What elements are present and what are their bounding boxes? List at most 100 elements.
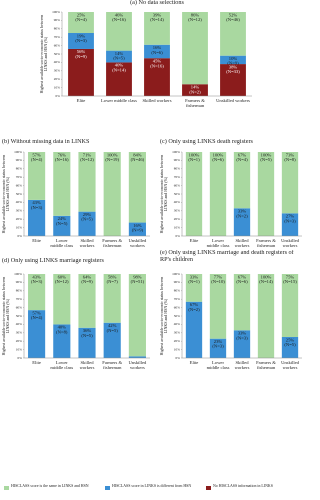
bar-segment [233,208,251,236]
legend-label: HISCLASS score in LINKS is different fro… [112,484,192,488]
legend-swatch [206,486,211,490]
bar-segment [78,274,96,328]
y-tick-label: 0% [17,356,22,360]
bar-segment [257,274,275,358]
x-tick-label: Farmers & fisherman [102,361,123,370]
y-axis-label: Highest available socio-economic status … [2,276,11,356]
y-tick-label: 50% [174,314,180,318]
y-tick-label: 70% [54,35,60,39]
y-tick-label: 30% [174,209,180,213]
y-tick-label: 50% [174,192,180,196]
value-label: 73% [286,152,295,157]
y-tick-label: 30% [174,331,180,335]
count-label: (N=1) [188,157,200,162]
legend-swatch [105,486,110,490]
x-tick-label: Farmers & fisherman [185,99,205,108]
y-tick-label: 60% [54,43,60,47]
x-tick-label: Lower middle class [206,361,230,370]
y-tick-label: 10% [174,347,180,351]
count-label: (N=3) [284,218,296,223]
value-label: 57% [32,310,41,315]
x-tick-label: Lower middle class [50,239,74,248]
count-label: (N=12) [188,17,202,22]
bar-segment [28,310,46,358]
x-tick-label-box: Farmers & fisherman [102,361,123,370]
y-tick-label: 80% [54,27,60,31]
count-label: (N=6) [212,157,224,162]
y-tick-label: 100% [172,272,180,276]
value-label: 100% [261,274,272,279]
count-label: (N=33) [226,69,240,74]
bar-segment [209,152,227,236]
y-tick-label: 60% [16,183,22,187]
bar-segment [28,152,46,200]
y-tick-label: 10% [54,85,60,89]
x-tick-label-box: Elite [189,361,199,365]
count-label: (N=2) [236,213,248,218]
bar-segment [106,50,132,63]
x-tick-label: Elite [32,361,41,365]
count-label: (N=3) [31,205,43,210]
bar-segment [220,55,246,65]
value-label: 84% [133,152,142,157]
bar-segment [220,12,246,56]
bar-segment [281,152,299,214]
y-tick-label: 20% [16,217,22,221]
y-tick-label: 50% [54,52,60,56]
panel-title: (d) Only using LINKS marriage registers [2,258,104,264]
value-label: 67% [238,274,247,279]
x-tick-label-box: Unskilled workers [216,99,250,103]
y-tick-label: 90% [174,280,180,284]
bar-segment [144,12,170,45]
bar-segment [78,152,96,212]
value-label: 23% [214,339,223,344]
bar-segment [209,338,227,358]
x-tick-label: Unskilled workers [281,361,299,370]
panel-title-box: (e) Only using LINKS marriage and death … [160,250,294,263]
x-tick-label-box: Lower middle class [206,361,230,370]
x-tick-label-box: Skilled workers [235,361,250,370]
y-axis-label: Highest available socio-economic status … [160,154,169,234]
value-label: 76% [58,152,67,157]
panel-title: (e) Only using LINKS marriage and death … [160,250,294,263]
value-label: 33% [238,209,247,214]
y-tick-label: 20% [174,339,180,343]
x-tick-label: Elite [189,239,199,243]
panel-title: (a) No data selections [130,0,184,6]
x-tick-label: Elite [32,239,41,243]
x-tick-label-box: Elite [32,361,41,365]
x-tick-label-box: Farmers & fisherman [185,99,205,108]
count-label: (N=3) [212,344,224,349]
y-axis-label: Highest available socio-economic status … [40,14,49,94]
value-label: 98% [133,274,142,279]
count-label: (N=14) [259,279,273,284]
x-tick-label-box: Farmers & fisherman [102,239,122,248]
y-tick-label: 40% [16,200,22,204]
count-label: (N=14) [150,17,164,22]
value-label: 25% [286,337,295,342]
bar-segment [53,274,71,325]
x-tick-label: Unskilled workers [281,239,299,248]
bar-segment [233,274,251,331]
y-axis-label-box: Highest available socio-economic status … [40,14,49,94]
x-tick-label-box: Farmers & fisherman [256,239,276,248]
bar-segment [68,48,94,96]
bar-segment [28,274,46,311]
panel-title: (c) Only using LINKS death registers [160,139,253,145]
bar-segment [78,211,96,236]
value-label: 14% [115,51,124,56]
x-tick-label-box: Lower middle class [207,239,230,248]
count-label: (N=16) [150,63,164,68]
count-label: (N=5) [260,157,272,162]
figure: (a) No data selections 0% 10% 20% 30% 40% 50% 6… [2,0,302,490]
x-tick-label-box: Unskilled workers [281,239,299,248]
y-tick-label: 60% [174,183,180,187]
value-label: 43% [32,274,41,279]
bar-segment [182,12,208,85]
count-label: (N=4) [236,157,248,162]
x-tick-label: Elite [189,361,199,365]
bar-segment [257,152,275,236]
value-label: 42% [108,323,117,328]
y-tick-label: 10% [174,225,180,229]
legend-label-box: HISCLASS score in LINKS is different fro… [112,484,192,488]
